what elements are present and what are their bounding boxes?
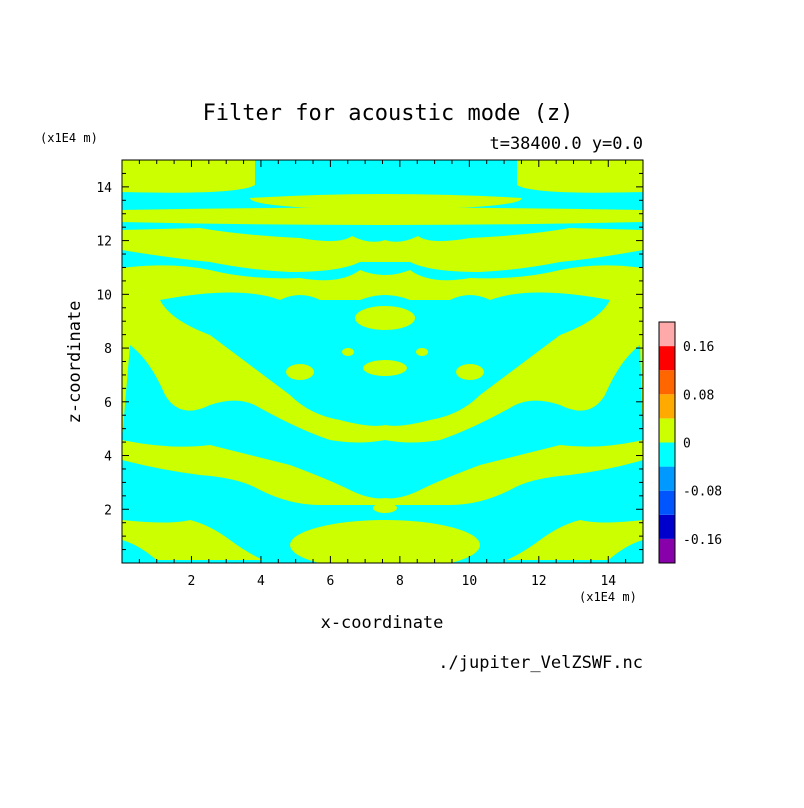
colorbar-tick-label: -0.16 <box>683 533 722 548</box>
x-tick-label: 12 <box>531 574 547 589</box>
x-tick-label: 10 <box>462 574 478 589</box>
x-tick-label: 4 <box>257 574 265 589</box>
colorbar-tick-label: 0.16 <box>683 340 714 355</box>
positive-islands <box>286 306 484 563</box>
chart-title: Filter for acoustic mode (z) <box>203 101 574 126</box>
colorbar-segment <box>659 538 675 563</box>
y-tick-labels: 2 4 6 8 10 12 14 <box>96 181 112 518</box>
colorbar-segment <box>659 466 675 491</box>
colorbar-segment <box>659 394 675 419</box>
colorbar <box>658 321 676 564</box>
colorbar-segment <box>659 346 675 371</box>
colorbar-tick-labels: 0.16 0.08 0 -0.08 -0.16 <box>683 340 722 548</box>
y-axis-unit: (x1E4 m) <box>40 131 98 145</box>
colorbar-segment <box>659 322 675 347</box>
chart-subtitle: t=38400.0 y=0.0 <box>489 134 643 154</box>
y-tick-label: 8 <box>104 342 112 357</box>
source-filename: ./jupiter_VelZSWF.nc <box>438 653 643 673</box>
x-tick-labels: 2 4 6 8 10 12 14 <box>188 574 617 589</box>
colorbar-segment <box>659 418 675 443</box>
colorbar-frame <box>658 321 676 564</box>
colorbar-tick-label: 0 <box>683 437 691 452</box>
x-tick-label: 6 <box>326 574 334 589</box>
y-tick-label: 10 <box>96 288 112 303</box>
y-axis-label: z-coordinate <box>65 301 85 424</box>
y-tick-label: 6 <box>104 396 112 411</box>
y-tick-label: 12 <box>96 235 112 250</box>
colorbar-segment <box>659 370 675 395</box>
y-tick-label: 14 <box>96 181 112 196</box>
x-tick-label: 2 <box>188 574 196 589</box>
colorbar-tick-label: -0.08 <box>683 485 722 500</box>
y-tick-label: 4 <box>104 450 112 465</box>
y-tick-marks <box>122 172 643 551</box>
x-tick-marks <box>138 160 627 563</box>
colorbar-segment <box>659 442 675 467</box>
x-tick-label: 14 <box>600 574 616 589</box>
x-axis-label: x-coordinate <box>321 613 444 633</box>
colorbar-segment <box>659 514 675 539</box>
y-tick-label: 2 <box>104 503 112 518</box>
x-tick-label: 8 <box>396 574 404 589</box>
x-axis-unit: (x1E4 m) <box>579 590 637 604</box>
colorbar-tick-label: 0.08 <box>683 388 714 403</box>
colorbar-segment <box>659 490 675 515</box>
contour-field <box>122 160 643 563</box>
